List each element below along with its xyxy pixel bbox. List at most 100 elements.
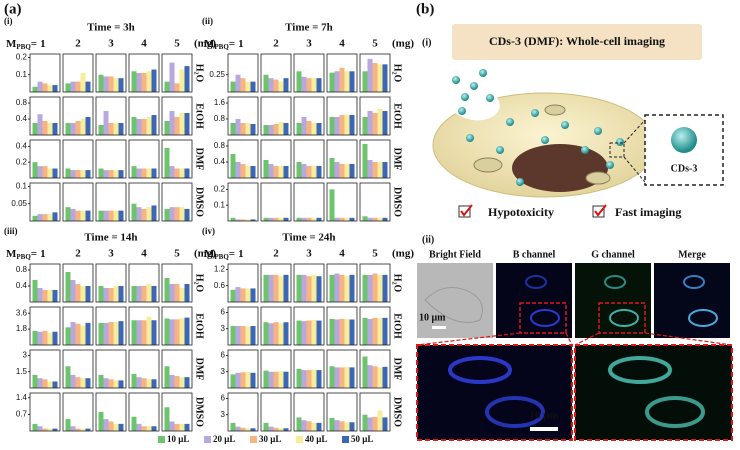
x-label: 5 <box>174 38 180 50</box>
legend-label: 20 μL <box>213 434 235 444</box>
x-unit: (mg) <box>194 248 216 260</box>
bar <box>372 317 378 345</box>
bar <box>42 166 48 178</box>
bar <box>230 326 236 345</box>
plot-frame <box>161 53 193 93</box>
bar <box>164 366 170 388</box>
y-tick-label: 1.6 <box>214 98 226 107</box>
bar <box>240 219 246 221</box>
bar <box>263 370 269 388</box>
plot-frame <box>161 263 193 303</box>
x-label-part: M <box>204 38 215 50</box>
bar <box>65 123 71 135</box>
plot-frame <box>95 263 127 303</box>
bar <box>108 210 114 221</box>
plot-frame <box>359 349 391 389</box>
bar <box>98 286 104 302</box>
bar <box>65 168 71 178</box>
bar <box>339 367 345 388</box>
bar <box>334 217 340 221</box>
y-tick-label: 0.1 <box>214 200 226 209</box>
bar <box>113 78 119 92</box>
bar <box>164 81 170 92</box>
bar <box>169 421 175 431</box>
bar <box>75 81 81 92</box>
row-label: EtOH <box>194 313 205 339</box>
x-label-part: 1 <box>40 248 46 260</box>
bar <box>184 377 190 388</box>
bar <box>75 170 81 178</box>
bar <box>316 217 322 221</box>
b-channel-image <box>496 263 572 338</box>
y-tick-label: 0.2 <box>16 157 28 166</box>
bar <box>250 288 256 302</box>
bar <box>141 320 147 345</box>
x-label-part: 1 <box>40 38 46 50</box>
x-unit: (mg) <box>392 38 414 50</box>
plot-frame <box>161 182 193 222</box>
bar <box>283 166 289 178</box>
y-tick-label: 3.6 <box>16 308 28 317</box>
y-tick-label: 0.6 <box>214 281 226 290</box>
bar <box>146 379 152 388</box>
plot-frame <box>161 392 193 432</box>
row-label: EtOH <box>392 103 403 129</box>
bar <box>263 160 269 178</box>
x-label: MPBQ= 1 <box>204 38 244 51</box>
bar <box>75 121 81 135</box>
plot-frame <box>260 139 292 179</box>
bar <box>169 62 175 92</box>
bar <box>382 366 388 388</box>
plot-frame <box>227 182 259 222</box>
y-tick-label: 1.2 <box>214 265 226 274</box>
bar <box>283 322 289 345</box>
y-tick-label: 0.4 <box>16 141 28 150</box>
bar <box>245 166 251 178</box>
bar <box>316 78 322 92</box>
x-label-part: M <box>6 38 17 50</box>
bar <box>334 162 340 178</box>
bar <box>151 115 157 135</box>
y-tick-label: 0.2 <box>214 184 226 193</box>
bar <box>131 373 137 388</box>
b-title: CDs-3 (DMF): Whole-cell imaging <box>489 34 665 48</box>
bar <box>245 219 251 221</box>
y-tick-label: 0.2 <box>16 53 28 62</box>
x-label-part: = <box>31 248 37 260</box>
column-head: B channel <box>513 249 556 260</box>
bar <box>37 426 43 431</box>
bar <box>301 321 307 345</box>
bar <box>250 219 256 221</box>
bar <box>151 205 157 221</box>
bar <box>278 276 284 302</box>
bar <box>311 369 317 388</box>
bar <box>151 426 157 431</box>
bar <box>146 71 152 92</box>
checkbox <box>592 205 605 218</box>
plot-frame <box>293 392 325 432</box>
bar <box>273 322 279 345</box>
bar <box>235 326 241 345</box>
bar <box>42 428 48 431</box>
bar <box>42 121 48 135</box>
bar <box>146 117 152 135</box>
bar <box>136 73 142 92</box>
bar <box>382 317 388 345</box>
plot-frame <box>326 139 358 179</box>
bar <box>382 417 388 431</box>
bar <box>136 207 142 221</box>
bar <box>146 426 152 431</box>
sub-label: (ii) <box>422 234 434 245</box>
bar <box>344 71 350 92</box>
sub-label: (i) <box>422 37 431 48</box>
bar <box>118 380 124 388</box>
plot-frame <box>326 53 358 93</box>
plot-frame <box>62 139 94 179</box>
bar <box>240 372 246 388</box>
x-unit: (mg) <box>392 248 414 260</box>
bar <box>250 326 256 345</box>
bar <box>339 421 345 431</box>
plot-frame <box>62 263 94 303</box>
bar <box>136 423 142 431</box>
dots <box>452 69 624 186</box>
